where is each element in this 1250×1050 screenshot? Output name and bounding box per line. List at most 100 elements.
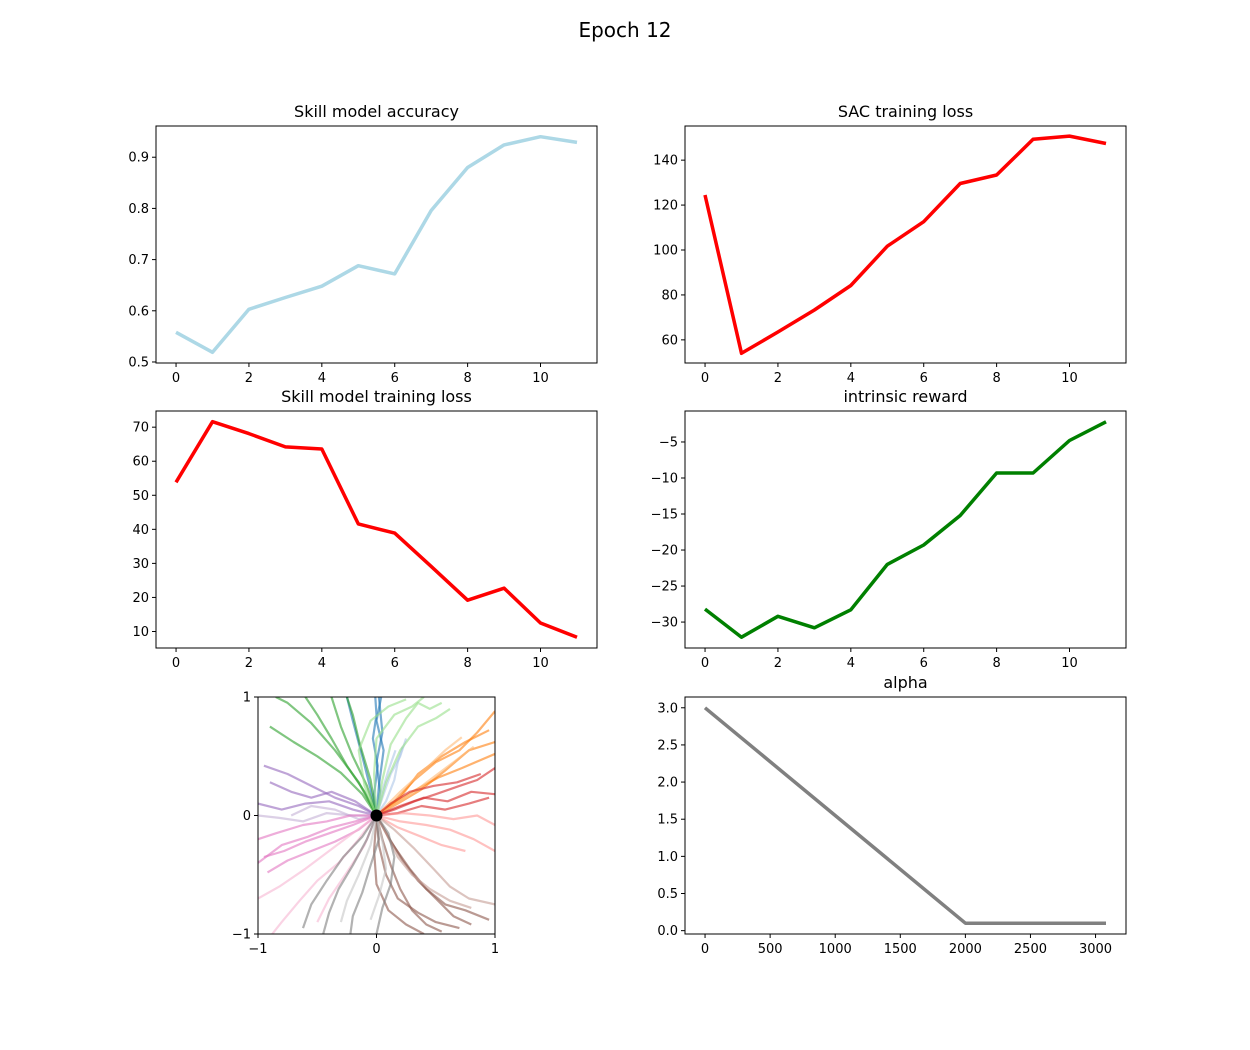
trajectory-line [375, 701, 443, 816]
y-tick-label: 70 [132, 421, 149, 436]
y-tick-label: −30 [651, 616, 678, 631]
x-tick-label: 0 [372, 942, 380, 957]
y-tick-label: 0.5 [657, 887, 678, 902]
x-tick-label: 8 [992, 371, 1000, 386]
y-tick-label: 2.5 [657, 738, 678, 753]
x-tick-label: 2 [245, 371, 253, 386]
axes-title: intrinsic reward [843, 387, 967, 406]
y-tick-label: 0 [243, 809, 251, 824]
axes-title: alpha [883, 673, 927, 692]
trajectory-line [269, 781, 378, 817]
y-tick-label: −10 [651, 471, 678, 486]
axes-title: Skill model training loss [281, 387, 472, 406]
trajectory-line [375, 814, 466, 853]
x-tick-label: 0 [701, 371, 709, 386]
y-tick-label: 80 [661, 288, 678, 303]
trajectory-line [375, 814, 396, 934]
trajectory-line [258, 814, 377, 864]
x-tick-label: 8 [992, 656, 1000, 671]
y-tick-label: 0.9 [128, 151, 149, 166]
trajectory-line [373, 815, 425, 934]
y-tick-label: 1.0 [657, 850, 678, 865]
x-tick-label: 1000 [819, 942, 852, 957]
trajectory-line [269, 725, 378, 817]
plot-area [703, 706, 1106, 925]
trajectory-line [375, 736, 463, 817]
origin-marker [370, 809, 383, 822]
x-tick-label: 500 [758, 942, 783, 957]
y-tick-label: 100 [653, 244, 678, 259]
trajectory-line [330, 697, 378, 816]
trajectory-line [375, 746, 404, 817]
y-tick-label: 0.5 [128, 355, 149, 370]
x-tick-label: 0 [701, 656, 709, 671]
x-tick-label: 4 [318, 371, 326, 386]
x-tick-label: 2 [774, 371, 782, 386]
trajectory-line [357, 698, 407, 816]
series-line [175, 134, 578, 355]
x-tick-label: 3000 [1079, 942, 1112, 957]
plot-area [258, 697, 495, 934]
trajectory-line [369, 815, 388, 921]
x-tick-label: 6 [920, 371, 928, 386]
y-tick-label: 50 [132, 489, 149, 504]
trajectory-line [375, 697, 385, 816]
y-tick-label: 0.0 [657, 924, 678, 939]
x-tick-label: 2 [774, 656, 782, 671]
x-tick-label: 2500 [1014, 942, 1047, 957]
trajectory-line [375, 745, 475, 817]
y-tick-label: −5 [659, 435, 678, 450]
x-tick-label: 6 [920, 656, 928, 671]
x-tick-label: 6 [391, 371, 399, 386]
y-tick-label: 2.0 [657, 776, 678, 791]
axes-alpha: 0 500 1000 1500 2000 2500 3000 0.0 0.5 1.0 1.5 2.0 2… [657, 673, 1127, 957]
trajectory-line [376, 814, 495, 852]
y-tick-label: 40 [132, 523, 149, 538]
trajectory-line [258, 814, 378, 900]
series-line [174, 419, 578, 639]
y-tick-label: 0.7 [128, 253, 149, 268]
x-tick-label: 1 [491, 942, 499, 957]
x-tick-label: 10 [532, 656, 549, 671]
trajectory-line [275, 697, 378, 817]
trajectory-line [375, 707, 451, 816]
trajectory-line [376, 767, 495, 817]
series-line [703, 706, 1106, 925]
x-tick-label: 4 [318, 656, 326, 671]
trajectory-line [339, 815, 378, 923]
x-tick-label: 0 [172, 371, 180, 386]
axes-frame [684, 410, 1127, 649]
y-tick-label: 20 [132, 591, 149, 606]
trajectory-line [301, 814, 378, 929]
x-tick-label: 1500 [884, 942, 917, 957]
y-tick-label: 1 [243, 691, 251, 706]
axes-traj: −1 0 1 −1 0 1 [232, 691, 499, 958]
axes-sac: 0 2 4 6 8 10 60 80 100 120 140 SAC training loss [653, 102, 1127, 386]
x-tick-label: 0 [172, 656, 180, 671]
y-tick-label: 140 [653, 154, 678, 169]
trajectory-line [263, 764, 378, 817]
y-tick-label: 0.6 [128, 304, 149, 319]
axes-frame [684, 125, 1127, 364]
y-tick-label: 60 [132, 455, 149, 470]
y-tick-label: 60 [661, 333, 678, 348]
x-tick-label: 6 [391, 656, 399, 671]
trajectory-line [376, 812, 495, 826]
axes-frame [155, 125, 598, 364]
trajectory-line [375, 815, 460, 930]
y-tick-label: −1 [232, 928, 251, 943]
y-tick-label: −15 [651, 508, 678, 523]
trajectory-line [263, 814, 377, 859]
x-tick-label: 8 [463, 656, 471, 671]
y-tick-label: 120 [653, 199, 678, 214]
x-tick-label: 2000 [949, 942, 982, 957]
y-tick-label: −20 [651, 544, 678, 559]
x-tick-label: 4 [847, 371, 855, 386]
y-tick-label: 3.0 [657, 701, 678, 716]
x-tick-label: 10 [1061, 371, 1078, 386]
y-tick-label: 10 [132, 625, 149, 640]
trajectory-line [373, 697, 425, 816]
axes-ir: 0 2 4 6 8 10 −30 −25 −20 −15 −10 −5 intrinsic reward [651, 387, 1127, 671]
trajectory-line [258, 814, 377, 841]
